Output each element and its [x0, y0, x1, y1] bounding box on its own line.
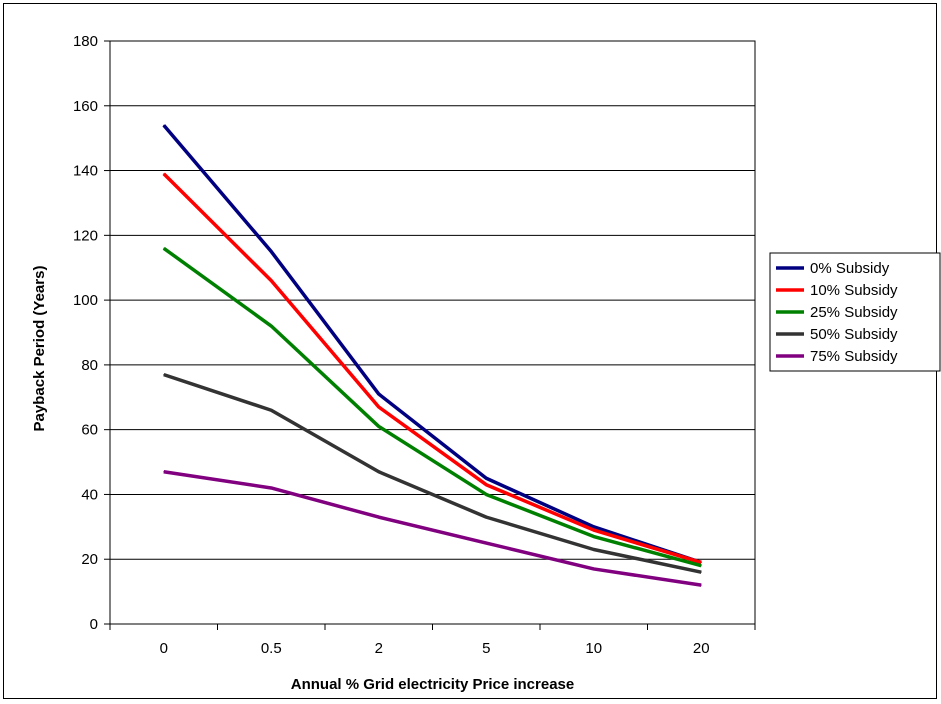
data-point	[378, 425, 380, 427]
data-point	[270, 409, 272, 411]
series-line	[162, 172, 702, 565]
data-point	[163, 173, 165, 175]
x-tick-label: 10	[585, 640, 602, 657]
y-tick-label: 80	[81, 357, 98, 374]
data-point	[378, 471, 380, 473]
data-point	[163, 471, 165, 473]
legend-label: 50% Subsidy	[810, 326, 898, 343]
y-tick-label: 140	[73, 163, 98, 180]
data-point	[700, 584, 702, 586]
legend-label: 75% Subsidy	[810, 348, 898, 365]
y-tick-label: 0	[90, 616, 98, 633]
y-axis-title: Payback Period (Years)	[31, 266, 48, 432]
y-tick-label: 60	[81, 422, 98, 439]
y-tick-label: 40	[81, 486, 98, 503]
y-tick-label: 120	[73, 227, 98, 244]
data-point	[270, 251, 272, 253]
data-point	[593, 536, 595, 538]
plot-area	[109, 40, 756, 625]
legend: 0% Subsidy 10% Subsidy 25% Subsidy 50% Subs…	[769, 252, 941, 372]
data-point	[485, 516, 487, 518]
data-point	[485, 542, 487, 544]
data-point	[485, 477, 487, 479]
data-point	[163, 247, 165, 249]
y-tick-label: 180	[73, 33, 98, 50]
x-tick-label: 5	[482, 640, 490, 657]
data-point	[593, 549, 595, 551]
series-line	[163, 372, 702, 574]
data-point	[593, 568, 595, 570]
legend-label: 25% Subsidy	[810, 304, 898, 321]
y-tick-label: 20	[81, 551, 98, 568]
data-point	[163, 374, 165, 376]
data-point	[163, 124, 165, 126]
data-point	[378, 393, 380, 395]
x-tick-label: 0	[160, 640, 168, 657]
series-line	[162, 124, 702, 565]
y-tick-label: 100	[73, 292, 98, 309]
series-line	[163, 470, 702, 587]
data-point	[378, 406, 380, 408]
axes: 0 20 40 60 80 100 120 140 160 180 0 0.5 2 5 10 20	[73, 33, 756, 657]
data-point	[700, 561, 702, 563]
data-point	[378, 516, 380, 518]
data-point	[593, 529, 595, 531]
x-tick-label: 0.5	[261, 640, 282, 657]
x-tick-label: 2	[375, 640, 383, 657]
y-tick-label: 160	[73, 98, 98, 115]
x-axis-title: Annual % Grid electricity Price increase	[291, 676, 574, 693]
data-point	[700, 571, 702, 573]
data-point	[270, 325, 272, 327]
data-point	[270, 487, 272, 489]
data-point	[593, 526, 595, 528]
x-tick-label: 20	[693, 640, 710, 657]
data-point	[485, 484, 487, 486]
legend-label: 10% Subsidy	[810, 282, 898, 299]
legend-label: 0% Subsidy	[810, 260, 890, 277]
series-line	[162, 246, 702, 568]
data-point	[270, 280, 272, 282]
series-lines	[162, 124, 702, 587]
data-point	[485, 493, 487, 495]
data-point	[700, 565, 702, 567]
